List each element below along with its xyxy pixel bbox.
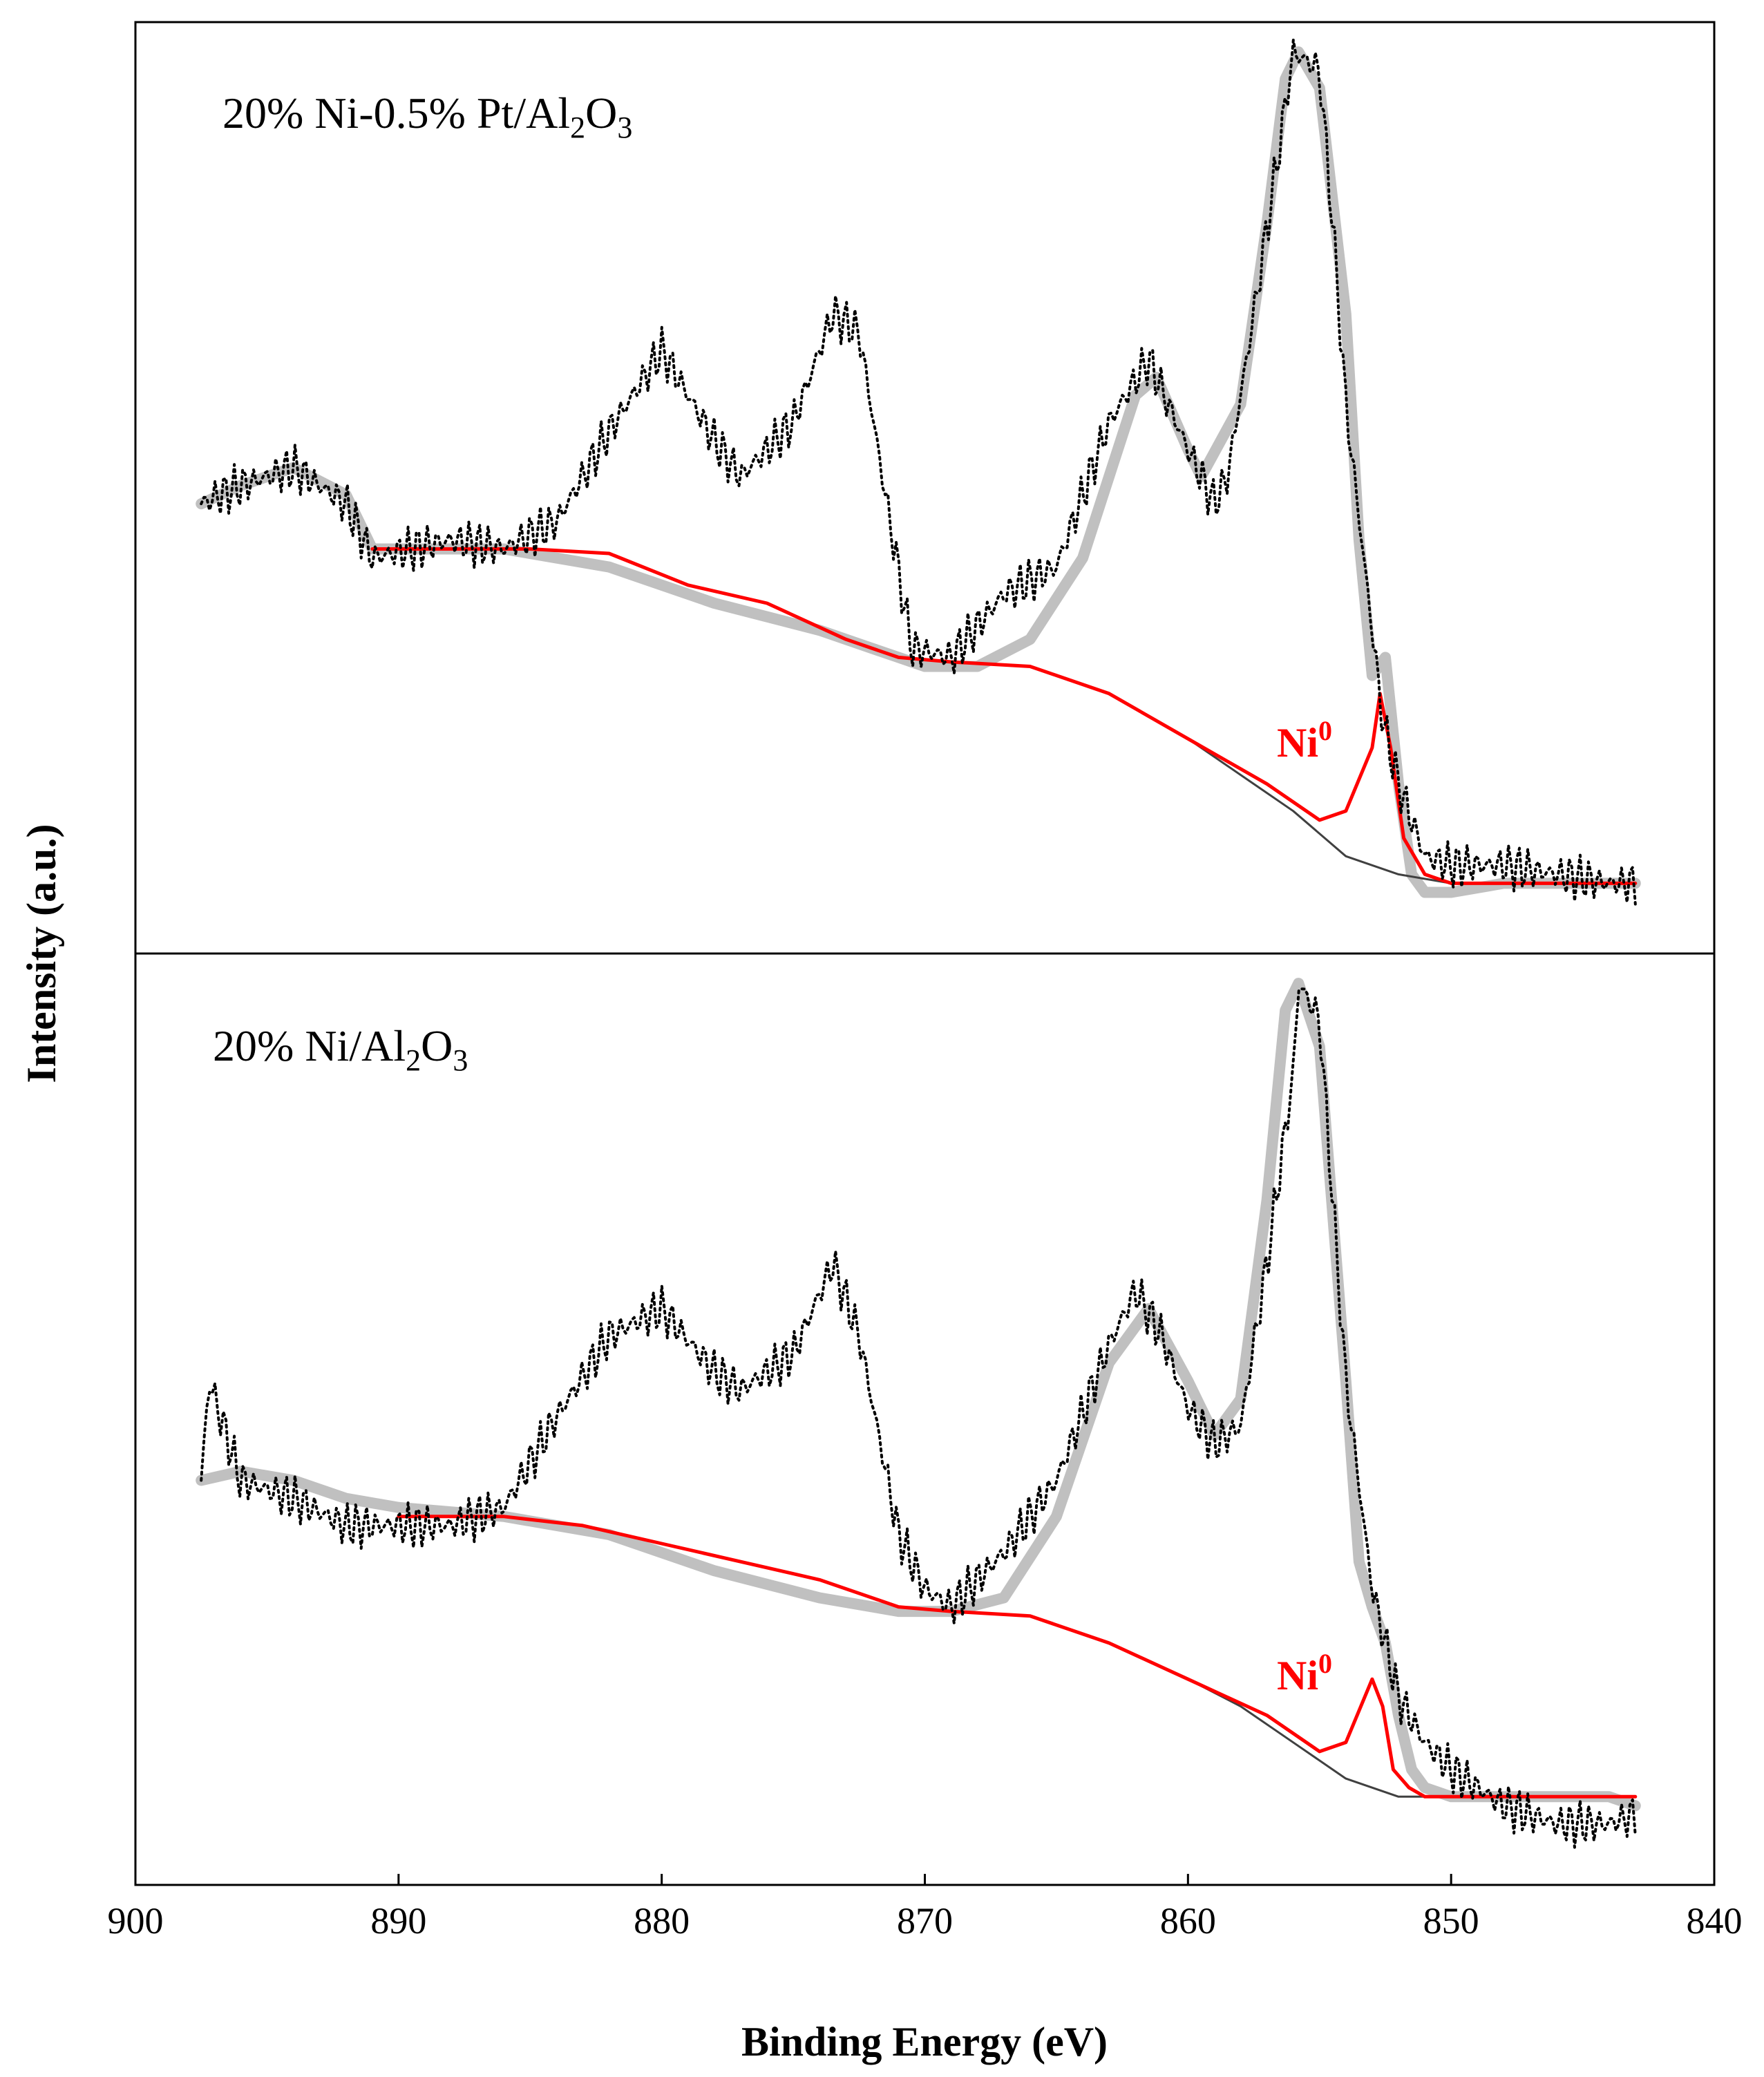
bottom-ni0-annotation: Ni0 (1277, 1648, 1332, 1698)
x-tick-label: 900 (108, 1900, 164, 1942)
x-tick-label: 890 (370, 1900, 426, 1942)
x-axis: 900 890 880 870 860 850 840 (108, 1874, 1743, 1942)
bottom-series-ni0 (397, 1515, 1638, 1799)
bottom-panel-title: 20% Ni/Al2O3 (213, 1021, 468, 1077)
x-tick-label: 880 (634, 1900, 690, 1942)
y-axis-label: Intensity (a.u.) (19, 824, 64, 1083)
bottom-series-envelope (196, 978, 1641, 1812)
x-axis-label: Binding Energy (eV) (741, 2019, 1108, 2065)
bottom-series-raw (200, 987, 1637, 1849)
top-ni0-annotation: Ni0 (1277, 715, 1332, 766)
x-tick-label: 840 (1687, 1900, 1743, 1942)
top-panel-series (196, 39, 1641, 906)
top-series-raw (200, 39, 1637, 906)
top-series-ni0 (370, 547, 1638, 885)
x-tick-label: 870 (897, 1900, 953, 1942)
top-panel-title: 20% Ni-0.5% Pt/Al2O3 (222, 88, 632, 144)
bottom-panel-series (196, 978, 1641, 1849)
x-tick-label: 850 (1423, 1900, 1479, 1942)
x-tick-label: 860 (1160, 1900, 1216, 1942)
